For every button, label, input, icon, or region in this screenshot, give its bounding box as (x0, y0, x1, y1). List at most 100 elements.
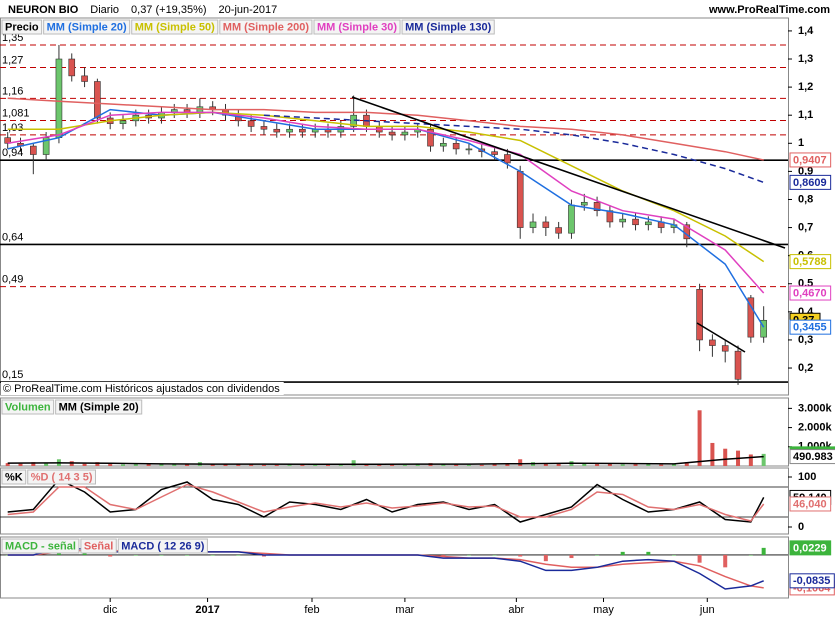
value-label: -0,0835 (793, 575, 830, 587)
y-tick-label: 1,2 (798, 81, 813, 93)
candle-body (734, 350, 742, 380)
bar (402, 464, 407, 466)
value-label: 0,9407 (793, 154, 827, 166)
candle-body (721, 345, 729, 352)
bar (236, 464, 241, 466)
legend-entry: MM (Simple 20) (59, 401, 139, 413)
legend-entry: MM (Simple 200) (223, 21, 310, 33)
histogram-bar (108, 554, 113, 557)
legend-box (43, 19, 131, 35)
bar (300, 464, 305, 466)
bar (44, 462, 49, 466)
candle-body (696, 289, 703, 341)
bar (210, 464, 215, 466)
bar (543, 463, 548, 466)
x-tick-label: abr (508, 604, 524, 616)
bar (82, 463, 87, 466)
bar (582, 463, 587, 466)
x-tick-label: mar (395, 604, 414, 616)
candle-body (555, 227, 562, 234)
bar (338, 464, 343, 466)
histogram-bar (133, 554, 138, 556)
bar (505, 464, 510, 466)
value-box (789, 573, 835, 589)
histogram-bar (82, 553, 87, 555)
bar (159, 464, 164, 466)
candle-body (440, 142, 447, 147)
candle-body (299, 128, 306, 133)
candle-body (619, 218, 627, 223)
y-tick-label: 0,3 (798, 334, 813, 346)
histogram-bar (620, 551, 625, 555)
last-price: 0,37 (+19,35%) (131, 4, 207, 16)
legend-entry: Volumen (5, 401, 51, 413)
bar (313, 464, 318, 466)
y-tick-label: 0,7 (798, 221, 813, 233)
bar (454, 464, 459, 466)
histogram-bar (236, 554, 241, 556)
panel-content (0, 486, 788, 518)
series-line (7, 455, 764, 466)
value-label: 0,0229 (793, 542, 827, 554)
period: Diario (90, 4, 119, 16)
trend-line (351, 96, 786, 249)
legend-entry: %D ( 14 3 5) (31, 471, 93, 483)
bar (274, 464, 279, 466)
candle-body (94, 81, 101, 119)
bar (18, 463, 23, 466)
bar (377, 464, 382, 466)
value-box (789, 285, 832, 301)
value-label: 0,8609 (793, 177, 827, 189)
bar (697, 410, 702, 466)
legend-box (1, 19, 43, 35)
histogram-bar (569, 554, 574, 559)
x-tick-label: feb (304, 604, 319, 616)
y-tick-label: 1,4 (798, 25, 814, 37)
trend-line (696, 322, 746, 353)
legend-entry: MACD - señal (5, 540, 76, 552)
panel (0, 17, 789, 396)
candle-body (286, 128, 293, 133)
x-tick-label: dic (103, 604, 118, 616)
level-label: 0,15 (2, 369, 23, 381)
value-label: 46,040 (793, 498, 827, 510)
y-tick-label: 3.000k (798, 402, 833, 414)
value-label: 0,5788 (793, 256, 827, 268)
candle-body (4, 137, 11, 144)
bar (607, 463, 612, 466)
bar (95, 462, 100, 466)
legend-box (401, 19, 495, 35)
note: © ProRealTime.com Históricos ajustados c… (3, 383, 280, 395)
candle-body (273, 128, 281, 133)
y-tick-label: 100 (798, 471, 816, 483)
header: NEURON BIO Diario 0,37 (+19,35%) 20-jun-… (8, 4, 830, 16)
level-label: 1,03 (2, 122, 23, 134)
legend-box (117, 538, 208, 554)
bar (492, 464, 497, 466)
bar (441, 464, 446, 466)
date: 20-jun-2017 (219, 4, 278, 16)
value-box (789, 540, 832, 556)
legend-box (1, 538, 80, 554)
histogram-bar (761, 547, 766, 555)
y-tick-label: 0,9 (798, 165, 813, 177)
bar (684, 462, 689, 466)
bar (659, 464, 664, 466)
candle-body (465, 148, 473, 151)
bar (249, 464, 254, 466)
value-box (789, 254, 832, 270)
candle-body (30, 145, 37, 155)
legend-box (1, 469, 27, 485)
legend-box (313, 19, 401, 35)
candle-body (568, 204, 575, 234)
bar (710, 442, 715, 466)
bar (620, 464, 625, 466)
bar (261, 464, 266, 466)
candle-body (401, 131, 409, 136)
bar (761, 453, 766, 466)
value-box (789, 152, 832, 168)
candle-body (68, 58, 76, 77)
candle-body (119, 120, 127, 124)
histogram-bar (748, 554, 753, 556)
candle-body (260, 126, 268, 130)
